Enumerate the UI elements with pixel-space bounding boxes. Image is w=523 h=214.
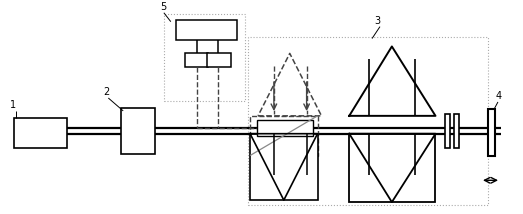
Bar [488,109,495,156]
Bar [248,37,488,205]
Bar [14,118,67,148]
Bar [250,116,317,156]
Text: 2: 2 [104,87,110,97]
Bar [208,53,231,67]
Bar [454,114,459,148]
Text: 4: 4 [496,91,502,101]
Bar [164,14,245,101]
Bar [257,120,313,136]
Text: 3: 3 [374,16,380,26]
Bar [121,108,155,153]
Text: 1: 1 [10,100,16,110]
Bar [446,114,450,148]
Bar [349,134,436,202]
Bar [250,134,317,200]
Bar [176,20,237,40]
Bar [185,53,209,67]
Text: 5: 5 [160,2,166,12]
